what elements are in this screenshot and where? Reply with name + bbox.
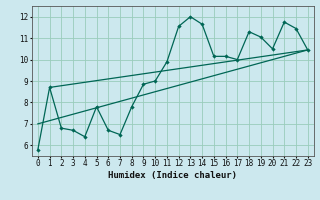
X-axis label: Humidex (Indice chaleur): Humidex (Indice chaleur) [108, 171, 237, 180]
